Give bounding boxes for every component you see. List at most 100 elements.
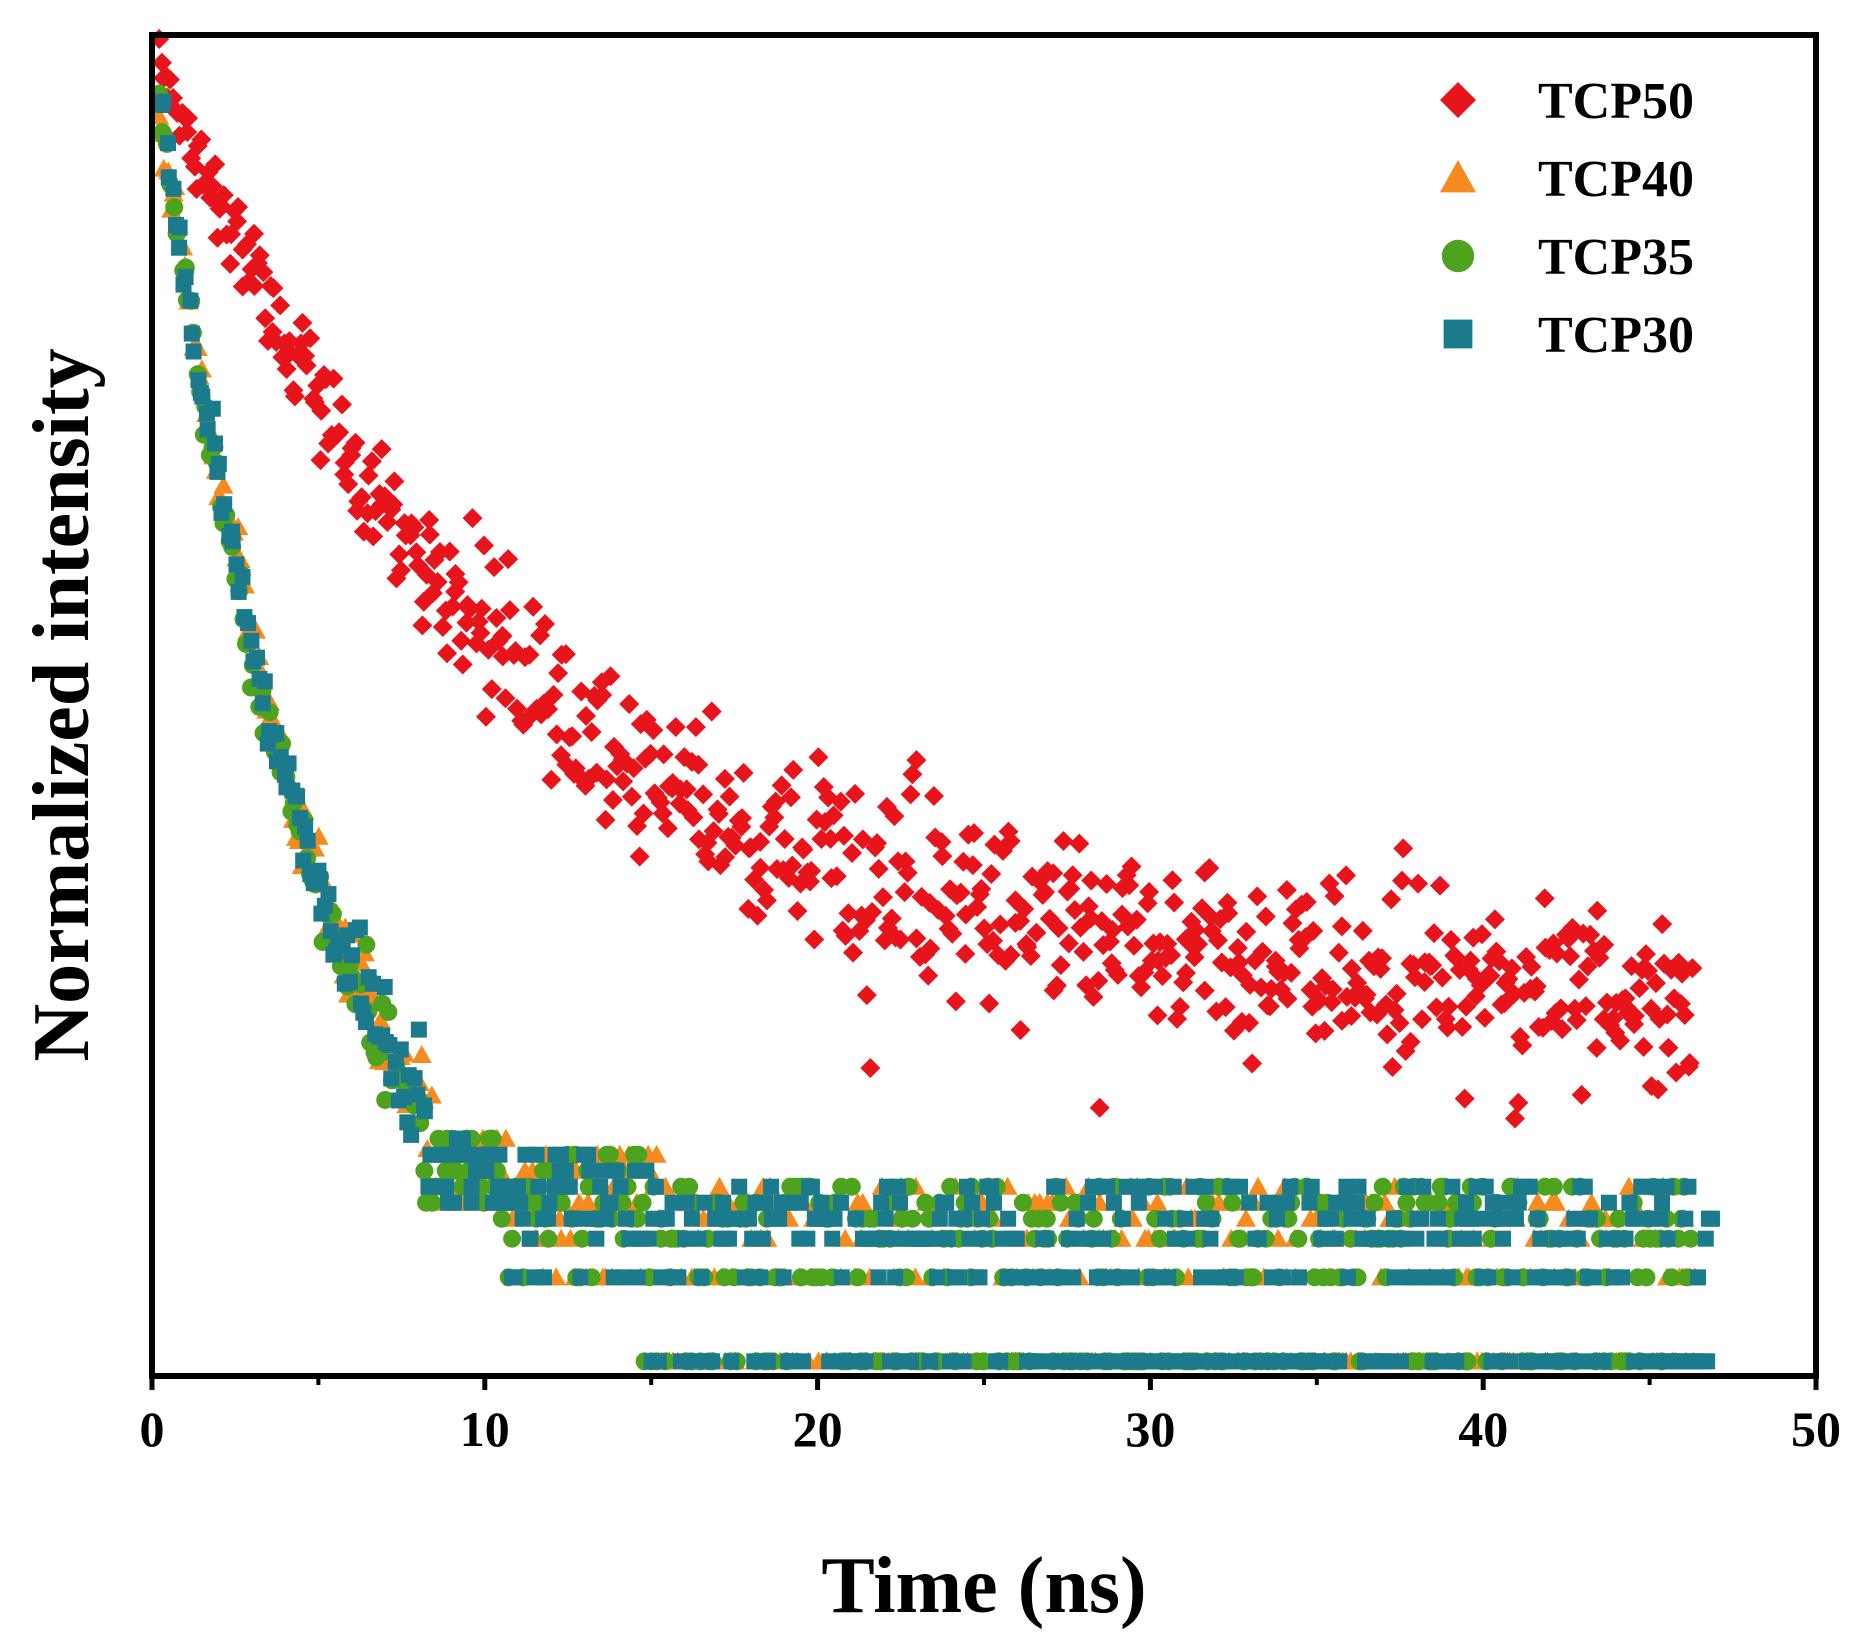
data-point xyxy=(731,1178,748,1195)
data-point xyxy=(714,768,735,789)
data-point xyxy=(253,262,274,283)
data-point xyxy=(495,688,516,709)
data-point xyxy=(165,180,182,197)
data-point xyxy=(942,1353,959,1370)
data-point xyxy=(1043,863,1064,884)
data-point xyxy=(1199,858,1220,879)
data-point xyxy=(923,785,944,806)
data-point xyxy=(1677,1210,1694,1227)
data-point xyxy=(860,1058,881,1079)
data-point xyxy=(1690,1269,1707,1286)
data-point xyxy=(1084,1209,1103,1228)
data-point xyxy=(902,1353,919,1370)
data-point xyxy=(1545,1269,1562,1286)
data-point xyxy=(1504,1108,1525,1129)
data-point xyxy=(922,1353,939,1370)
data-point xyxy=(820,828,841,849)
data-point xyxy=(964,1194,981,1211)
data-point xyxy=(1252,941,1273,962)
data-point xyxy=(392,1041,409,1058)
data-point xyxy=(1534,888,1555,909)
data-point xyxy=(833,1269,850,1286)
data-point xyxy=(1000,944,1021,965)
data-point xyxy=(885,1230,902,1247)
data-point xyxy=(852,1192,873,1211)
data-point xyxy=(1560,946,1581,967)
data-point xyxy=(1175,962,1196,983)
data-point xyxy=(1350,1178,1367,1195)
legend-label-tcp50: TCP50 xyxy=(1538,73,1694,130)
data-point xyxy=(155,93,172,110)
data-point xyxy=(292,312,313,333)
data-point xyxy=(1322,979,1343,1000)
data-point xyxy=(780,787,801,808)
data-point xyxy=(581,722,602,743)
data-point xyxy=(1352,920,1373,941)
data-point xyxy=(848,1268,867,1287)
data-point xyxy=(1161,945,1182,966)
data-point xyxy=(971,1269,988,1286)
data-point xyxy=(1456,996,1477,1017)
data-point xyxy=(1648,1079,1669,1100)
data-point xyxy=(351,919,368,936)
data-point xyxy=(1043,1353,1060,1370)
data-point xyxy=(459,599,480,620)
data-point xyxy=(1069,833,1090,854)
data-point xyxy=(452,654,473,675)
data-point xyxy=(446,1161,465,1180)
data-point xyxy=(1392,1353,1409,1370)
data-point xyxy=(1218,903,1239,924)
data-point xyxy=(1544,1353,1561,1370)
data-point xyxy=(171,219,188,236)
data-point xyxy=(950,882,971,903)
data-point xyxy=(1444,1178,1461,1195)
data-point xyxy=(588,1230,605,1247)
data-point xyxy=(967,897,988,918)
data-point xyxy=(1089,1097,1110,1118)
data-point xyxy=(774,828,795,849)
data-point xyxy=(295,852,312,869)
data-point xyxy=(1277,988,1298,1009)
data-point xyxy=(1510,1194,1527,1211)
data-point xyxy=(664,1194,681,1211)
data-point xyxy=(1414,971,1435,992)
data-point xyxy=(683,1210,700,1227)
data-point xyxy=(1147,1192,1168,1211)
data-point xyxy=(932,846,953,867)
data-point xyxy=(873,887,894,908)
legend-label-tcp35: TCP35 xyxy=(1538,229,1694,286)
data-point xyxy=(1576,1178,1593,1195)
data-point xyxy=(1638,960,1659,981)
data-point xyxy=(1101,1269,1118,1286)
data-point xyxy=(1335,1194,1352,1211)
data-point xyxy=(752,1269,769,1286)
data-point xyxy=(1130,1194,1147,1211)
data-point xyxy=(160,135,177,152)
data-point xyxy=(598,1210,615,1227)
data-point xyxy=(361,451,382,472)
data-point xyxy=(1523,1353,1540,1370)
x-tick-label: 10 xyxy=(460,1401,510,1457)
data-point xyxy=(387,1053,404,1070)
data-point xyxy=(592,684,613,705)
data-point xyxy=(665,716,686,737)
data-point xyxy=(1301,1194,1318,1211)
data-point xyxy=(1037,1209,1056,1228)
data-point xyxy=(1131,977,1152,998)
data-point xyxy=(296,355,317,376)
data-point xyxy=(754,1230,771,1247)
data-point xyxy=(539,1229,558,1248)
data-point xyxy=(1346,1210,1363,1227)
data-point xyxy=(596,1162,613,1179)
data-point xyxy=(870,1269,887,1286)
data-point xyxy=(370,1010,391,1029)
data-point xyxy=(823,805,844,826)
data-point xyxy=(572,1269,589,1286)
x-axis-title: Time (ns) xyxy=(821,1542,1146,1630)
data-point xyxy=(227,211,248,232)
data-point xyxy=(906,928,927,949)
data-point xyxy=(1202,1230,1219,1247)
data-point xyxy=(1571,1084,1592,1105)
data-point xyxy=(852,829,873,850)
data-point xyxy=(1645,973,1666,994)
